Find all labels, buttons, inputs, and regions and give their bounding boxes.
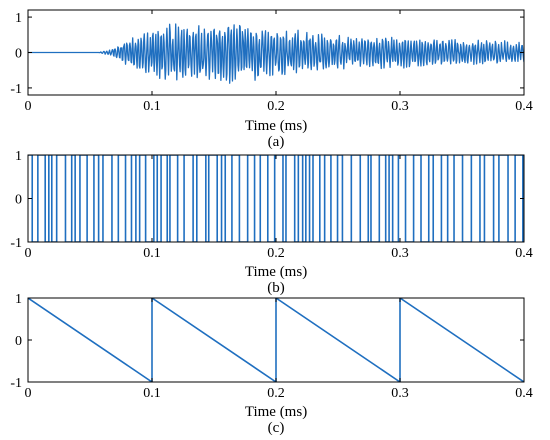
- x-tick-label: 0.2: [267, 246, 285, 261]
- y-tick-label: -1: [10, 236, 22, 251]
- y-tick-label: 1: [15, 11, 22, 26]
- y-tick-label: 0: [15, 334, 22, 349]
- x-tick-label: 0: [25, 99, 32, 114]
- x-tick-label: 0.3: [391, 99, 409, 114]
- x-tick-label: 0.2: [267, 99, 285, 114]
- y-tick-label: 1: [15, 292, 22, 307]
- x-axis-label: Time (ms): [245, 118, 307, 134]
- x-tick-label: 0.1: [143, 386, 161, 401]
- series-line: [28, 155, 524, 242]
- y-tick-label: 0: [15, 47, 22, 62]
- x-tick-label: 0.3: [391, 386, 409, 401]
- x-tick-label: 0.3: [391, 246, 409, 261]
- y-tick-label: 1: [15, 149, 22, 164]
- y-tick-label: -1: [10, 82, 22, 97]
- y-tick-label: 0: [15, 193, 22, 208]
- x-tick-label: 0.1: [143, 246, 161, 261]
- panel-caption: (c): [268, 420, 285, 436]
- x-tick-label: 0.4: [515, 246, 533, 261]
- x-tick-label: 0: [25, 386, 32, 401]
- series-line: [28, 298, 524, 382]
- panel-caption: (a): [268, 134, 285, 150]
- x-axis-label: Time (ms): [245, 404, 307, 420]
- panel-caption: (b): [267, 280, 285, 296]
- series-line: [28, 23, 524, 84]
- y-tick-label: -1: [10, 376, 22, 391]
- x-tick-label: 0.2: [267, 386, 285, 401]
- x-tick-label: 0: [25, 246, 32, 261]
- x-tick-label: 0.4: [515, 386, 533, 401]
- x-axis-label: Time (ms): [245, 264, 307, 280]
- x-tick-label: 0.1: [143, 99, 161, 114]
- x-tick-label: 0.4: [515, 99, 533, 114]
